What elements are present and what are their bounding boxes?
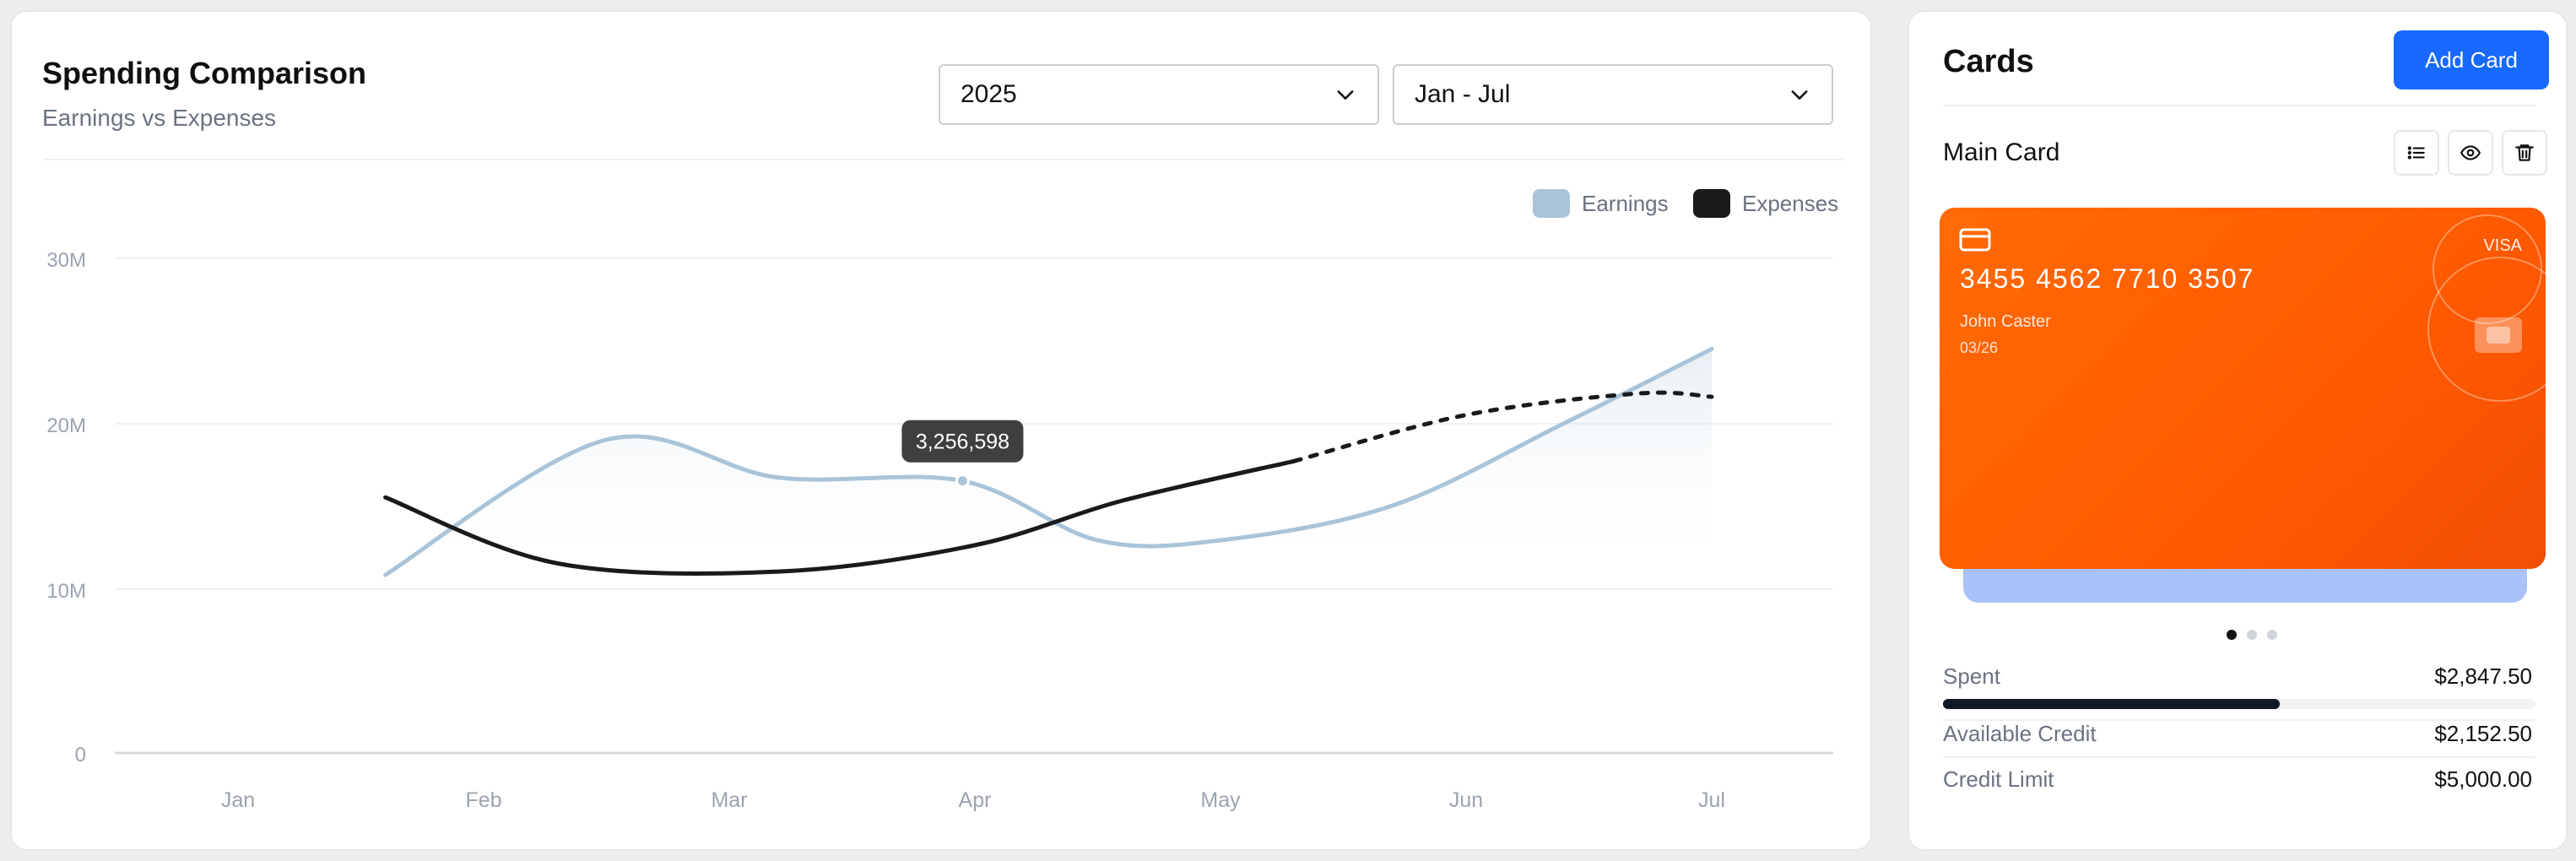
legend-earnings-swatch [1533,189,1570,218]
x-tick-label: Jul [1698,788,1725,812]
stat-divider [1943,756,2535,758]
chevron-down-icon [1337,90,1354,100]
cards-title: Cards [1943,44,2034,79]
x-tick-label: Apr [959,788,992,812]
year-select-value: 2025 [961,80,1017,108]
legend-earnings[interactable]: Earnings [1533,189,1669,218]
year-select[interactable]: 2025 [939,64,1379,125]
card-chip-icon [2475,317,2522,353]
stat-divider [1943,719,2535,721]
x-tick-label: Jan [221,788,255,812]
x-tick-label: Mar [711,788,747,812]
earnings-line [383,346,1714,577]
spent-value: $2,847.50 [2434,663,2532,689]
chevron-down-icon [1791,90,1808,100]
view-button[interactable] [2448,130,2493,176]
credit-card-icon [1959,228,1991,252]
card-number: 3455 4562 7710 3507 [1960,263,2255,294]
spent-progress [1943,699,2535,709]
spending-line-chart: 30M 20M 10M 0 Jan Feb Mar Apr May Jun Jul 3,256,598 [46,249,1833,812]
tooltip-value: 3,256,598 [916,430,1009,454]
list-icon [2407,146,2425,160]
x-tick-label: Feb [465,788,501,812]
list-button[interactable] [2394,130,2439,176]
trash-icon [2515,144,2534,161]
legend-expenses-swatch [1693,189,1730,218]
cards-panel: Cards Add Card Main Card VISA 3455 4562 … [1908,10,2568,851]
card-brand: VISA [2483,236,2522,255]
x-tick-label: Jun [1449,788,1483,812]
card-name: Main Card [1943,138,2060,166]
delete-button[interactable] [2502,130,2547,176]
card-expiry: 03/26 [1960,339,1999,356]
date-range-select-value: Jan - Jul [1415,80,1511,108]
carousel-dot[interactable] [2267,630,2277,640]
spent-progress-fill [1943,699,2281,709]
spending-comparison-panel: Spending Comparison Earnings vs Expenses… [10,10,1872,851]
highlight-point [955,474,970,489]
date-range-select[interactable]: Jan - Jul [1393,64,1833,125]
credit-limit-value: $5,000.00 [2434,766,2532,792]
y-tick-label: 30M [46,249,86,272]
expenses-forecast-line [1291,390,1714,463]
legend-earnings-label: Earnings [1582,190,1669,216]
add-card-button[interactable]: Add Card [2394,30,2549,89]
y-tick-label: 0 [75,744,86,766]
cards-header-divider [1943,105,2535,106]
eye-icon [2460,145,2481,160]
header-divider [42,159,1843,160]
y-tick-label: 10M [46,580,86,603]
available-credit-value: $2,152.50 [2434,721,2532,746]
credit-limit-label: Credit Limit [1943,766,2054,792]
legend-expenses[interactable]: Expenses [1693,189,1838,218]
carousel-dot[interactable] [2247,630,2257,640]
chart-subtitle: Earnings vs Expenses [42,105,277,131]
card-holder: John Caster [1960,312,2051,331]
expenses-line [383,458,1296,576]
earnings-area [385,349,1713,576]
available-credit-label: Available Credit [1943,721,2097,746]
credit-card[interactable]: VISA 3455 4562 7710 3507 John Caster 03/… [1940,208,2546,569]
chart-title: Spending Comparison [42,56,367,90]
y-tick-label: 20M [46,414,86,437]
spent-label: Spent [1943,663,2000,689]
x-tick-label: May [1200,788,1241,812]
legend-expenses-label: Expenses [1742,190,1839,216]
tooltip [901,420,1024,463]
carousel-dot[interactable] [2227,630,2237,640]
